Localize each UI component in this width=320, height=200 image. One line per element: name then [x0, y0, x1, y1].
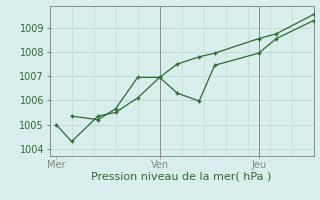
X-axis label: Pression niveau de la mer( hPa ): Pression niveau de la mer( hPa ) [92, 172, 272, 182]
